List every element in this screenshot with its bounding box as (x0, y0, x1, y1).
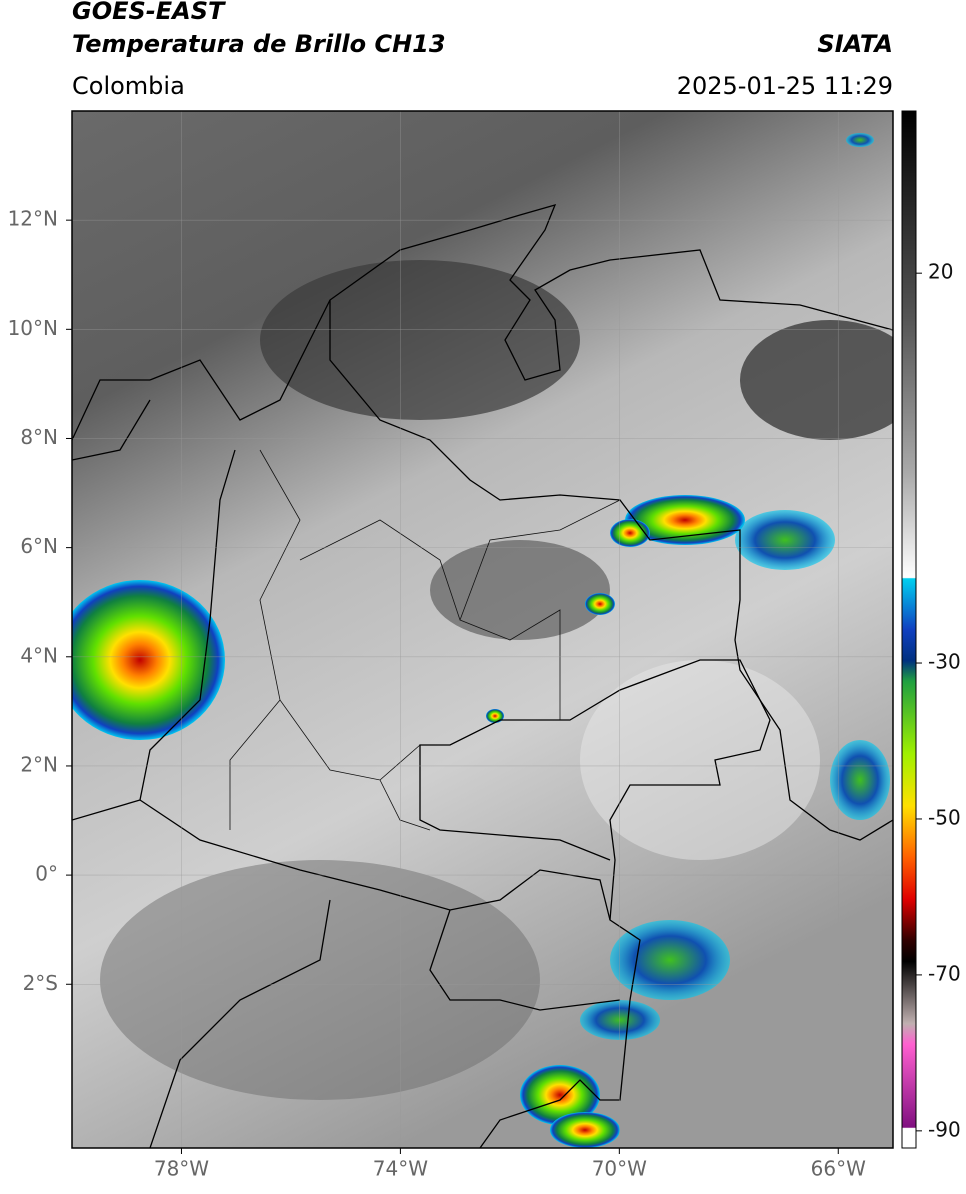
colorbar-tick-label: -50 (928, 805, 961, 829)
coastline (72, 449, 236, 821)
map-frame (71, 110, 894, 1149)
dark-area (100, 860, 540, 1100)
bright-area (580, 660, 820, 860)
x-tick-label: 74°W (373, 1157, 428, 1181)
x-tick-label: 78°W (154, 1157, 209, 1181)
timestamp: 2025-01-25 11:29 (677, 72, 893, 100)
border (329, 300, 893, 841)
y-tick-label: 2°N (20, 752, 58, 776)
source: SIATA (817, 30, 893, 58)
storm (585, 593, 615, 615)
imagery (72, 111, 893, 1148)
border (419, 659, 771, 921)
cloud (830, 740, 890, 820)
department-border (229, 449, 621, 831)
product: Temperatura de Brillo CH13 (72, 30, 446, 58)
dark-area (430, 540, 610, 640)
colorbar-tick-label: -90 (928, 1117, 961, 1141)
cloud (735, 510, 835, 570)
colorbar-tick-label: -70 (928, 961, 961, 985)
y-tick-label: 2°S (23, 971, 58, 995)
satellite: GOES-EAST (72, 0, 226, 25)
region: Colombia (72, 72, 185, 100)
y-tick-label: 10°N (8, 316, 58, 340)
coastline (72, 379, 151, 461)
y-tick-label: 6°N (20, 534, 58, 558)
storm (550, 1112, 620, 1148)
x-tick-label: 66°W (811, 1157, 866, 1181)
storm (72, 580, 225, 740)
y-tick-label: 4°N (20, 643, 58, 667)
y-tick-label: 12°N (8, 207, 58, 231)
border (149, 899, 621, 1148)
cloud (846, 133, 874, 147)
cloud (580, 1000, 660, 1040)
grid (72, 111, 893, 1148)
coastline (149, 204, 893, 421)
colorbar-tick-label: 20 (928, 260, 953, 284)
x-tick-label: 70°W (592, 1157, 647, 1181)
storm (486, 709, 504, 723)
dark-area (260, 260, 580, 420)
y-tick-label: 8°N (20, 425, 58, 449)
colorbar (901, 110, 917, 1149)
colorbar-tick-label: -30 (928, 650, 961, 674)
y-tick-label: 0° (35, 862, 58, 886)
dark-area (740, 320, 893, 440)
